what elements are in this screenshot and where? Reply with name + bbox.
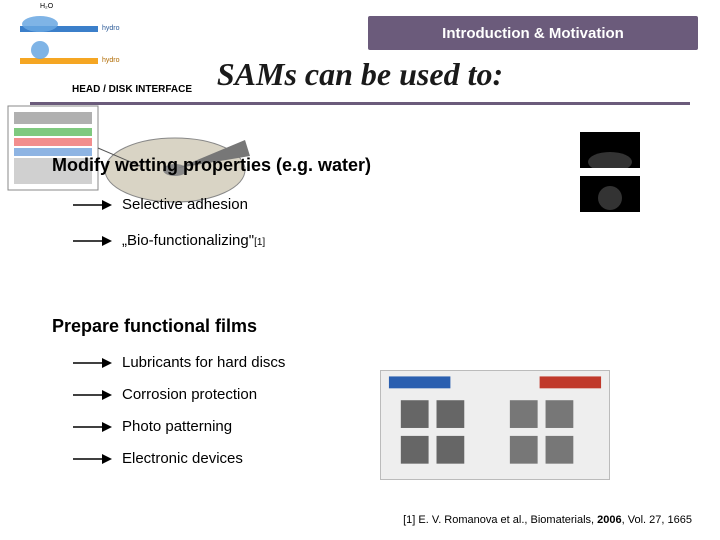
water-label: H₂O [40, 3, 54, 10]
bullet-lubricants: Lubricants for hard discs [72, 354, 285, 371]
citation-authors: E. V. Romanova et al., [418, 514, 527, 526]
section1-heading: Modify wetting properties (e.g. water) [52, 155, 371, 176]
bullet-electronic-devices: Electronic devices [72, 450, 243, 467]
arrow-icon [72, 356, 112, 370]
title-underline [30, 102, 690, 105]
bullet-bio-functionalizing: „Bio-functionalizing"[1] [72, 232, 265, 249]
photo-pattern-figure [380, 370, 610, 480]
bullet-text: Photo patterning [122, 418, 232, 435]
svg-text:hydrophilic: hydrophilic [102, 25, 120, 32]
section-header-label: Introduction & Motivation [442, 25, 624, 42]
section2-heading: Prepare functional films [52, 316, 257, 337]
slide-title: SAMs can be used to: [0, 56, 720, 93]
bullet-text: Corrosion protection [122, 386, 257, 403]
bullet-corrosion: Corrosion protection [72, 386, 257, 403]
arrow-icon [72, 234, 112, 248]
droplet-photo-hydrophobic [580, 176, 640, 212]
bullet-selective-adhesion: Selective adhesion [72, 196, 248, 213]
arrow-icon [72, 388, 112, 402]
bullet-photo-patterning: Photo patterning [72, 418, 232, 435]
bullet-ref: [1] [254, 237, 265, 248]
bullet-text: „Bio-functionalizing"[1] [122, 232, 265, 249]
bullet-text: Selective adhesion [122, 196, 248, 213]
citation: [1] E. V. Romanova et al., Biomaterials,… [403, 514, 692, 526]
arrow-icon [72, 198, 112, 212]
citation-year: 2006 [597, 514, 621, 526]
droplet-photo-hydrophilic [580, 132, 640, 168]
arrow-icon [72, 420, 112, 434]
bullet-text: Lubricants for hard discs [122, 354, 285, 371]
citation-ref: [1] [403, 514, 415, 526]
section-header-bar: Introduction & Motivation [368, 16, 698, 50]
arrow-icon [72, 452, 112, 466]
citation-journal: Biomaterials, [531, 514, 595, 526]
bullet-text: Electronic devices [122, 450, 243, 467]
bullet-label: „Bio-functionalizing" [122, 232, 254, 249]
citation-rest: , Vol. 27, 1665 [622, 514, 692, 526]
